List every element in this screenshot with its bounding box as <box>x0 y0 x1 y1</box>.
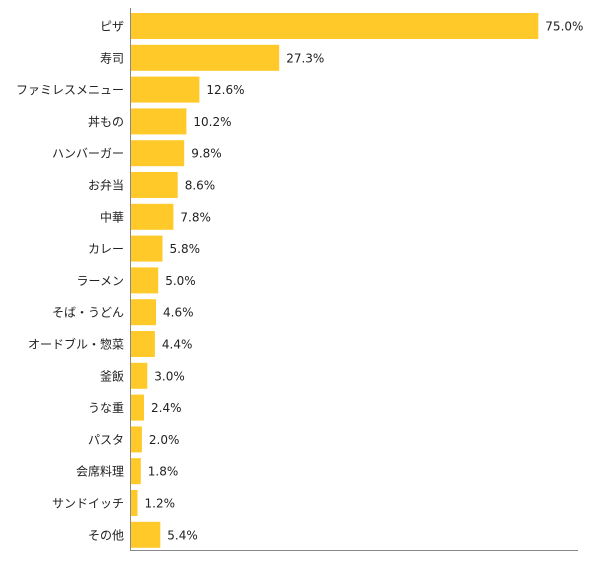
bar-10 <box>131 331 155 357</box>
bar-14 <box>131 458 141 485</box>
category-label-4: ハンバーガー <box>52 147 124 161</box>
value-label-6: 7.8% <box>180 210 211 224</box>
category-label-3: 丼もの <box>88 115 124 129</box>
category-label-12: うな重 <box>88 401 124 415</box>
bar-12 <box>131 394 144 421</box>
bar-6 <box>131 203 174 230</box>
category-label-1: 寿司 <box>100 51 124 65</box>
category-label-15: サンドイッチ <box>52 497 124 511</box>
category-label-5: お弁当 <box>88 178 124 193</box>
bar-5 <box>131 172 178 198</box>
bar-1 <box>131 44 280 71</box>
value-label-3: 10.2% <box>193 115 231 129</box>
bar-16 <box>131 521 161 548</box>
category-label-7: カレー <box>88 242 124 256</box>
bar-2 <box>131 76 200 103</box>
category-label-9: そば・うどん <box>52 306 124 320</box>
category-label-0: ピザ <box>100 20 124 34</box>
value-label-0: 75.0% <box>545 20 583 34</box>
bar-8 <box>131 267 159 294</box>
category-label-8: ラーメン <box>76 274 124 288</box>
value-label-9: 4.6% <box>163 306 194 320</box>
bar-15 <box>131 490 138 516</box>
value-label-10: 4.4% <box>162 338 193 352</box>
category-label-6: 中華 <box>100 209 124 224</box>
category-label-10: オードブル・惣菜 <box>28 337 124 352</box>
bar-0 <box>131 13 539 39</box>
labels-layer: ピザ 75.0% 寿司 27.3% ファミレスメニュー 12.6% 丼もの 10.2% ハンバー… <box>16 20 583 543</box>
category-label-11: 釜飯 <box>100 368 124 383</box>
category-label-13: パスタ <box>88 433 124 447</box>
value-label-14: 1.8% <box>148 465 179 479</box>
bar-3 <box>131 108 187 135</box>
category-label-14: 会席料理 <box>76 464 124 479</box>
bar-13 <box>131 426 142 453</box>
bar-9 <box>131 299 156 326</box>
bars-layer <box>131 13 539 548</box>
bar-4 <box>131 140 185 167</box>
category-label-16: その他 <box>88 528 124 542</box>
value-label-2: 12.6% <box>206 83 244 97</box>
value-label-13: 2.0% <box>149 433 180 447</box>
category-label-2: ファミレスメニュー <box>16 83 124 97</box>
value-label-7: 5.8% <box>170 242 201 256</box>
value-label-1: 27.3% <box>286 51 324 65</box>
value-label-5: 8.6% <box>185 179 216 193</box>
value-label-12: 2.4% <box>151 401 182 415</box>
value-label-11: 3.0% <box>154 369 185 383</box>
bar-11 <box>131 362 148 389</box>
axis-layer <box>130 8 578 551</box>
bar-7 <box>131 235 163 262</box>
value-label-8: 5.0% <box>165 274 196 288</box>
value-label-16: 5.4% <box>167 528 198 542</box>
value-label-4: 9.8% <box>191 147 222 161</box>
value-label-15: 1.2% <box>145 497 176 511</box>
